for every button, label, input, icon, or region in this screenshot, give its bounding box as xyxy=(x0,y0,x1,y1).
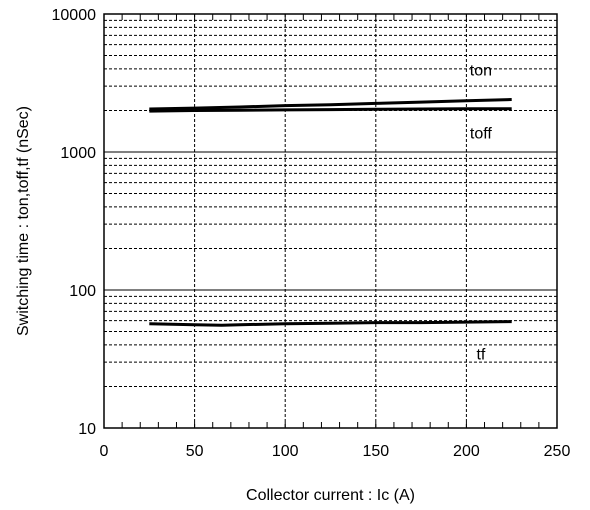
series-line-toff xyxy=(149,107,512,113)
y-tick-label: 100 xyxy=(69,283,96,300)
y-tick-label: 10000 xyxy=(52,7,97,24)
y-tick-label: 10 xyxy=(78,421,96,438)
x-tick-label: 50 xyxy=(186,443,204,460)
minor-ticks xyxy=(121,14,540,428)
x-tick-label: 250 xyxy=(544,443,571,460)
series-label-toff: toff xyxy=(470,126,493,143)
y-tick-labels: 10 100 1000 10000 xyxy=(52,7,97,438)
x-tick-label: 200 xyxy=(453,443,480,460)
plot-frame xyxy=(103,13,558,429)
series-line-ton xyxy=(149,98,512,111)
grid-layer xyxy=(104,14,557,428)
y-axis-label: Switching time : ton,toff,tf (nSec) xyxy=(15,106,32,336)
series-label-ton: ton xyxy=(470,63,492,80)
series-label-tf: tf xyxy=(476,347,485,364)
y-tick-label: 1000 xyxy=(60,145,96,162)
series-line-tf xyxy=(149,320,512,327)
x-axis-label: Collector current : Ic (A) xyxy=(246,487,415,504)
x-tick-label: 0 xyxy=(100,443,109,460)
x-tick-label: 150 xyxy=(362,443,389,460)
x-tick-labels: 0 50 100 150 200 250 xyxy=(100,443,571,460)
series-labels: ton toff tf xyxy=(470,63,493,364)
series-layer xyxy=(149,98,512,327)
x-tick-label: 100 xyxy=(272,443,299,460)
